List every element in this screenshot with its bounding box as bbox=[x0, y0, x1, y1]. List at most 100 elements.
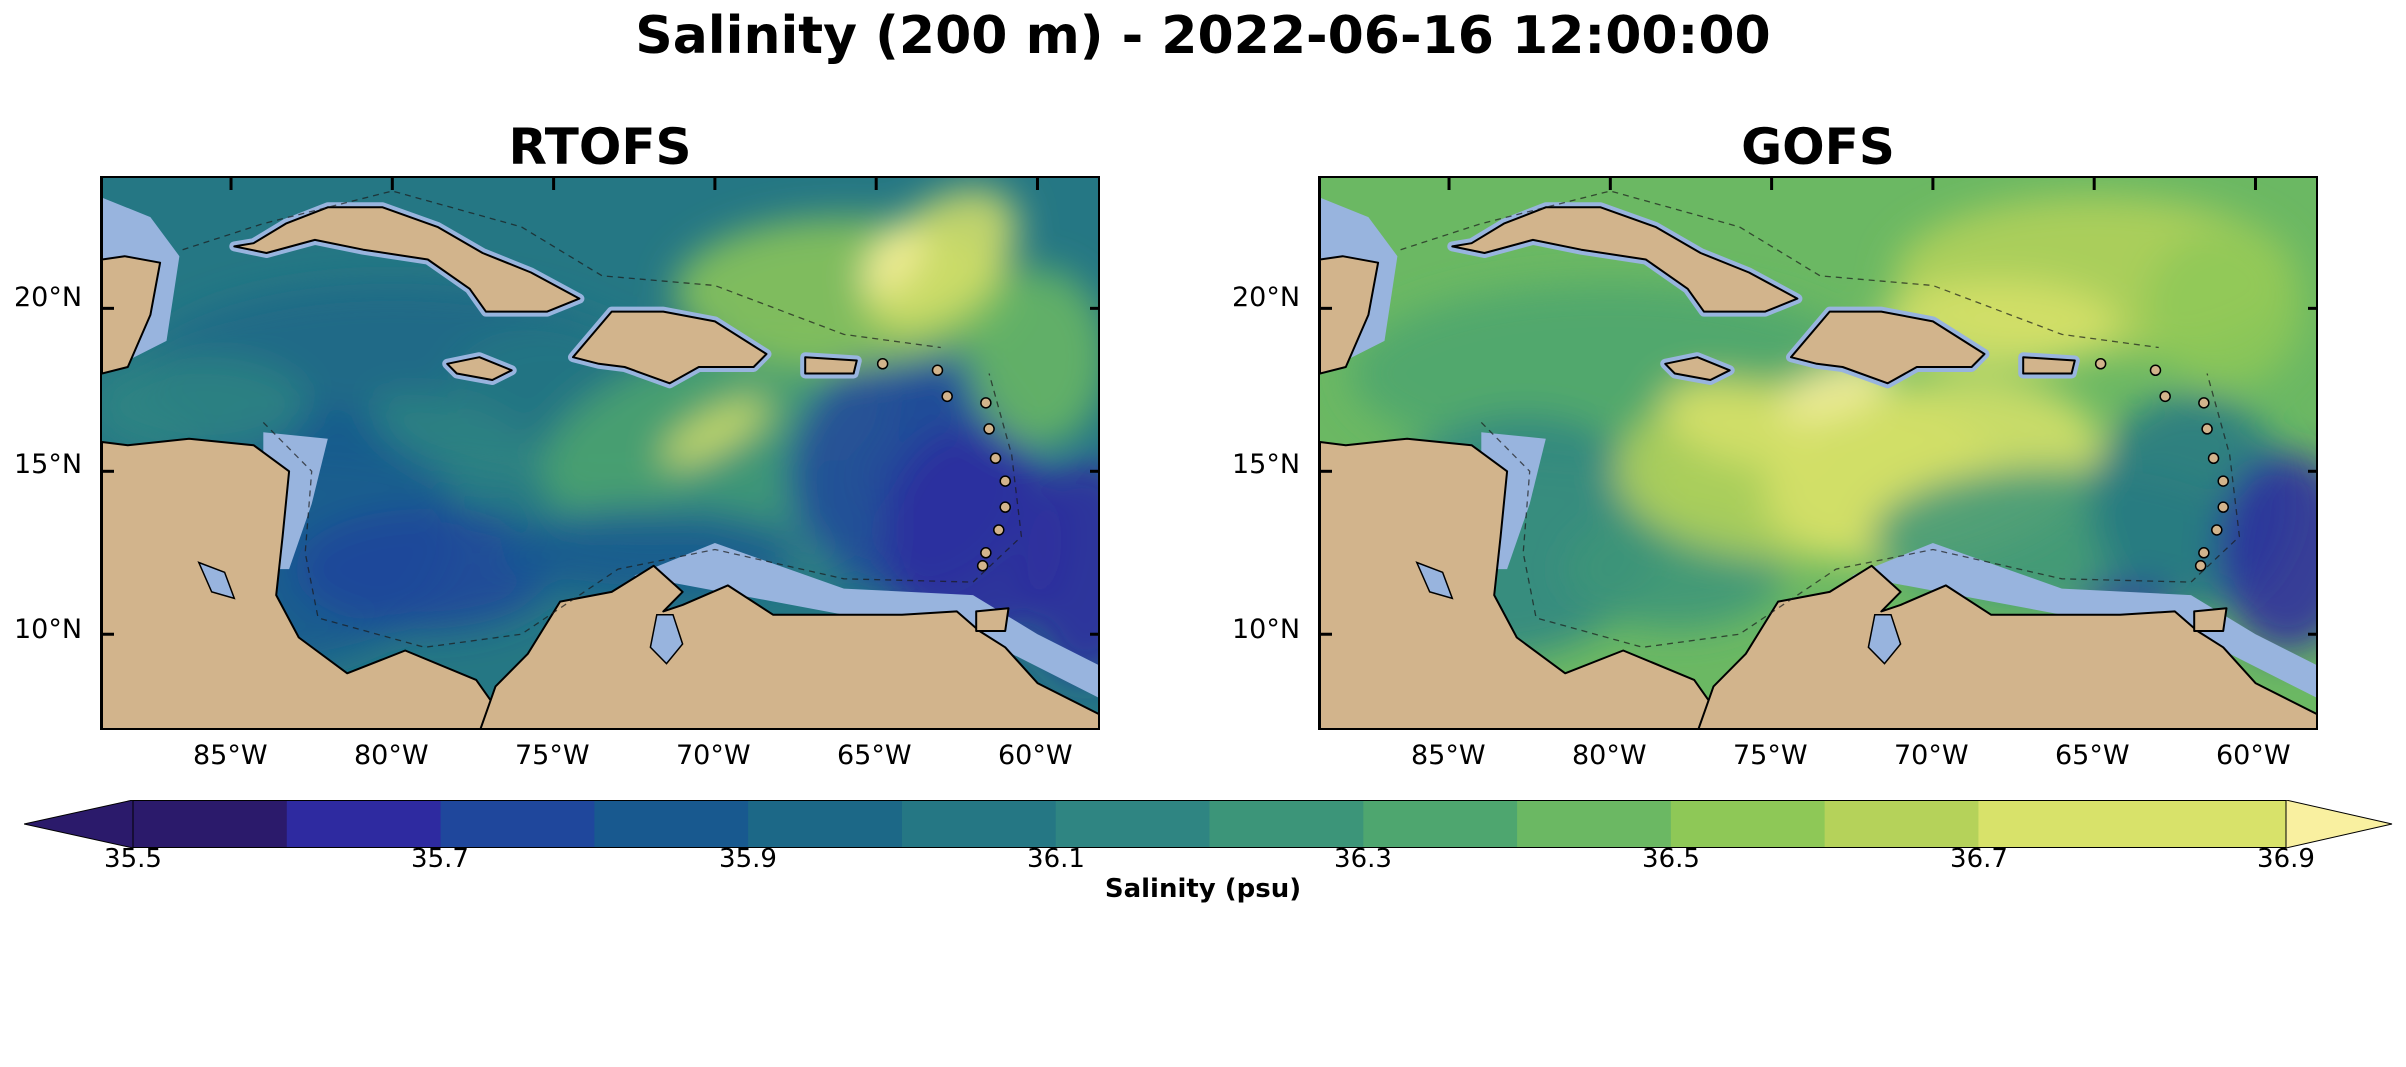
bathymetry-contour bbox=[1400, 190, 2159, 349]
salinity-eddy bbox=[2143, 228, 2304, 389]
salinity-eddy bbox=[863, 187, 1019, 332]
land-jamaica bbox=[446, 356, 513, 381]
colorbar-tick-36.9: 36.9 bbox=[2257, 844, 2315, 874]
colorbar-segment bbox=[440, 800, 595, 848]
lake-maracaibo bbox=[649, 613, 684, 665]
island bbox=[2094, 358, 2107, 370]
island bbox=[2217, 475, 2229, 487]
shelf-area bbox=[1852, 543, 2316, 698]
island bbox=[983, 423, 995, 435]
land-jamaica bbox=[1664, 356, 1731, 381]
island bbox=[876, 358, 889, 370]
land-puerto-rico bbox=[2022, 356, 2076, 375]
island bbox=[2217, 501, 2229, 513]
lake-nicaragua bbox=[197, 561, 236, 600]
colorbar-tick-36.3: 36.3 bbox=[1334, 844, 1392, 874]
land-cuba bbox=[233, 206, 581, 313]
island bbox=[2159, 390, 2171, 403]
island bbox=[941, 390, 953, 403]
colorbar-segment bbox=[286, 800, 442, 848]
colorbar-segment bbox=[1363, 800, 1518, 848]
lon-label-65w-rtofs: 65°W bbox=[837, 740, 912, 771]
colorbar-tick-36.5: 36.5 bbox=[1642, 844, 1700, 874]
figure-title: Salinity (200 m) - 2022-06-16 12:00:00 bbox=[635, 6, 1771, 66]
colorbar-extend-min bbox=[24, 800, 134, 848]
land-south-america bbox=[1697, 564, 2316, 728]
colorbar-segment bbox=[748, 800, 903, 848]
island bbox=[980, 547, 992, 559]
island bbox=[999, 501, 1011, 513]
salinity-eddy bbox=[861, 225, 924, 294]
island bbox=[993, 524, 1005, 536]
salinity-eddy bbox=[294, 509, 555, 630]
lake-nicaragua bbox=[1415, 561, 1454, 600]
colorbar-tick-35.7: 35.7 bbox=[411, 844, 469, 874]
land-south-america bbox=[479, 564, 1098, 728]
island bbox=[980, 397, 992, 409]
lat-label-15n-gofs: 15°N bbox=[1232, 449, 1301, 480]
island bbox=[2207, 452, 2220, 465]
island bbox=[2201, 423, 2213, 435]
map-rtofs bbox=[100, 176, 1100, 730]
colorbar-label: Salinity (psu) bbox=[1104, 874, 1302, 904]
lon-label-80w-rtofs: 80°W bbox=[354, 740, 429, 771]
salinity-eddy bbox=[661, 397, 768, 467]
lat-label-10n-rtofs: 10°N bbox=[14, 614, 83, 645]
lon-label-75w-gofs: 75°W bbox=[1733, 740, 1808, 771]
shelf-area bbox=[634, 543, 1098, 698]
salinity-eddy bbox=[882, 426, 1063, 647]
salinity-eddy bbox=[1661, 378, 1818, 467]
lon-label-70w-rtofs: 70°W bbox=[676, 740, 751, 771]
island bbox=[931, 364, 944, 377]
colorbar-tick-35.5: 35.5 bbox=[104, 844, 162, 874]
colorbar-outline bbox=[132, 800, 2287, 848]
colorbar-segment bbox=[1670, 800, 1826, 848]
lon-label-85w-gofs: 85°W bbox=[1411, 740, 1486, 771]
lon-label-60w-gofs: 60°W bbox=[2216, 740, 2291, 771]
colorbar-segment bbox=[1824, 800, 1980, 848]
panel-title-gofs: GOFS bbox=[1741, 118, 1895, 176]
map-gofs bbox=[1318, 176, 2318, 730]
island bbox=[2211, 524, 2223, 536]
colorbar-segment bbox=[901, 800, 1057, 848]
land-puerto-rico bbox=[804, 356, 858, 375]
land-trinidad bbox=[975, 607, 1010, 632]
bathymetry-contour bbox=[182, 190, 941, 349]
island bbox=[999, 475, 1011, 487]
land-hispaniola bbox=[1790, 310, 1986, 385]
colorbar-tick-36.7: 36.7 bbox=[1950, 844, 2008, 874]
lat-label-10n-gofs: 10°N bbox=[1232, 614, 1301, 645]
island bbox=[2194, 560, 2207, 572]
colorbar-tick-36.1: 36.1 bbox=[1027, 844, 1085, 874]
lat-label-20n-gofs: 20°N bbox=[1232, 282, 1301, 313]
bathymetry-contour bbox=[262, 373, 1023, 648]
colorbar-extend-max bbox=[2285, 800, 2393, 848]
map-svg bbox=[102, 178, 1098, 728]
lon-label-60w-rtofs: 60°W bbox=[998, 740, 1073, 771]
land-trinidad bbox=[2193, 607, 2228, 632]
land-yucatan bbox=[102, 178, 162, 375]
colorbar-segment bbox=[1978, 800, 2133, 848]
lat-label-20n-rtofs: 20°N bbox=[14, 282, 83, 313]
salinity-eddy bbox=[967, 267, 1098, 448]
lon-label-80w-gofs: 80°W bbox=[1572, 740, 1647, 771]
colorbar-segment bbox=[133, 800, 288, 848]
land-hispaniola bbox=[572, 310, 768, 385]
island bbox=[976, 560, 989, 572]
salinity-eddy bbox=[371, 393, 543, 484]
colorbar bbox=[24, 800, 2393, 848]
colorbar-segment bbox=[1517, 800, 1672, 848]
lat-label-15n-rtofs: 15°N bbox=[14, 449, 83, 480]
lon-label-85w-rtofs: 85°W bbox=[193, 740, 268, 771]
colorbar-segment bbox=[1055, 800, 1211, 848]
lake-maracaibo bbox=[1867, 613, 1902, 665]
island bbox=[2149, 364, 2162, 377]
colorbar-segment bbox=[594, 800, 749, 848]
bathymetry-contour bbox=[1480, 373, 2241, 648]
land-cuba bbox=[1451, 206, 1799, 313]
salinity-eddy bbox=[1025, 459, 1098, 680]
island bbox=[989, 452, 1002, 465]
panel-title-rtofs: RTOFS bbox=[508, 118, 692, 176]
colorbar-segment bbox=[2132, 800, 2287, 848]
island bbox=[2198, 397, 2210, 409]
